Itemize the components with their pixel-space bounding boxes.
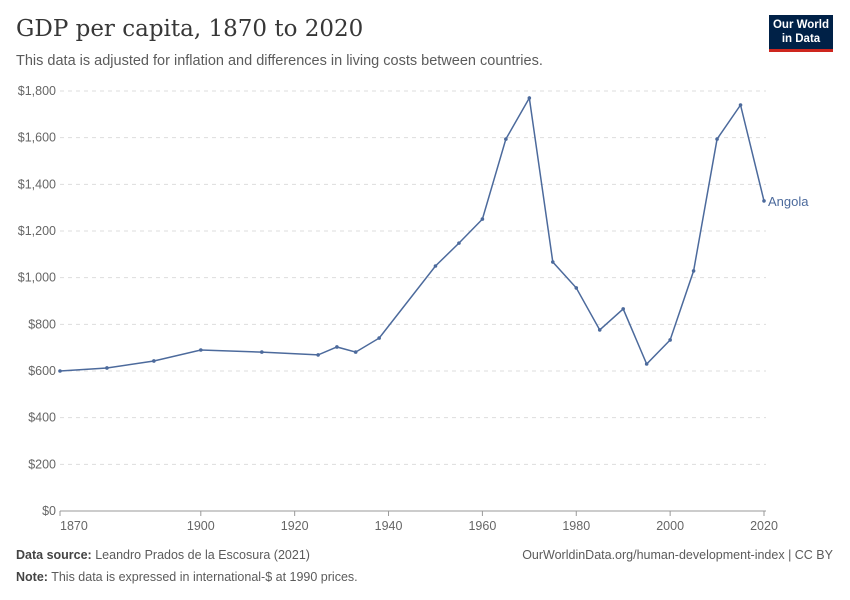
data-point [105,366,109,370]
data-point [377,336,381,340]
data-point [353,350,358,354]
x-tick-label: 2020 [750,519,778,533]
y-tick-label: $800 [28,317,56,331]
y-tick-label: $0 [42,504,56,518]
x-tick-label: 1960 [468,519,496,533]
data-point [738,103,743,107]
x-tick-label: 1980 [562,519,590,533]
x-tick-label: 1900 [187,519,215,533]
y-tick-label: $1,200 [18,224,56,238]
data-point [504,137,508,141]
source-url[interactable]: OurWorldinData.org/human-development-ind… [522,548,833,562]
series-line [59,95,765,372]
note: Note: This data is expressed in internat… [16,570,358,584]
data-point [621,307,625,311]
data-point [527,96,532,100]
note-label: Note: [16,570,48,584]
chart-title: GDP per capita, 1870 to 2020 [16,16,364,42]
data-point [199,348,203,352]
logo-line1: Our World [772,19,829,31]
chart-subtitle: This data is adjusted for inflation and … [16,53,543,69]
data-point [152,359,156,363]
y-tick-label: $1,000 [18,271,56,285]
x-tick-label: 1870 [60,519,88,533]
data-point [762,199,766,203]
y-tick-label: $1,600 [18,131,56,145]
data-point [480,217,485,221]
data-point [316,353,320,357]
data-point [58,369,62,373]
logo-line2: in Data [781,33,821,45]
data-point [691,269,696,273]
data-point [574,286,579,290]
source-text[interactable]: Leandro Prados de la Escosura (2021) [95,548,310,562]
data-point [715,137,719,141]
data-point [551,260,555,264]
owid-logo[interactable]: Our World in Data [769,15,833,52]
data-source: Data source: Leandro Prados de la Escosu… [16,548,310,562]
note-text: This data is expressed in international-… [51,570,358,584]
x-tick-label: 1920 [281,519,309,533]
data-point [668,338,672,342]
data-point [433,264,438,268]
data-point [457,241,461,245]
y-tick-label: $600 [28,364,56,378]
y-tick-label: $400 [28,411,56,425]
data-point [260,350,264,354]
x-tick-label: 2000 [656,519,684,533]
source-label: Data source: [16,548,92,562]
data-point [335,345,339,349]
data-point [597,328,602,332]
data-point [644,362,649,366]
y-tick-label: $1,800 [18,84,56,98]
y-tick-label: $1,400 [18,177,56,191]
x-tick-label: 1940 [375,519,403,533]
series-label: Angola [768,194,809,209]
y-tick-label: $200 [28,457,56,471]
